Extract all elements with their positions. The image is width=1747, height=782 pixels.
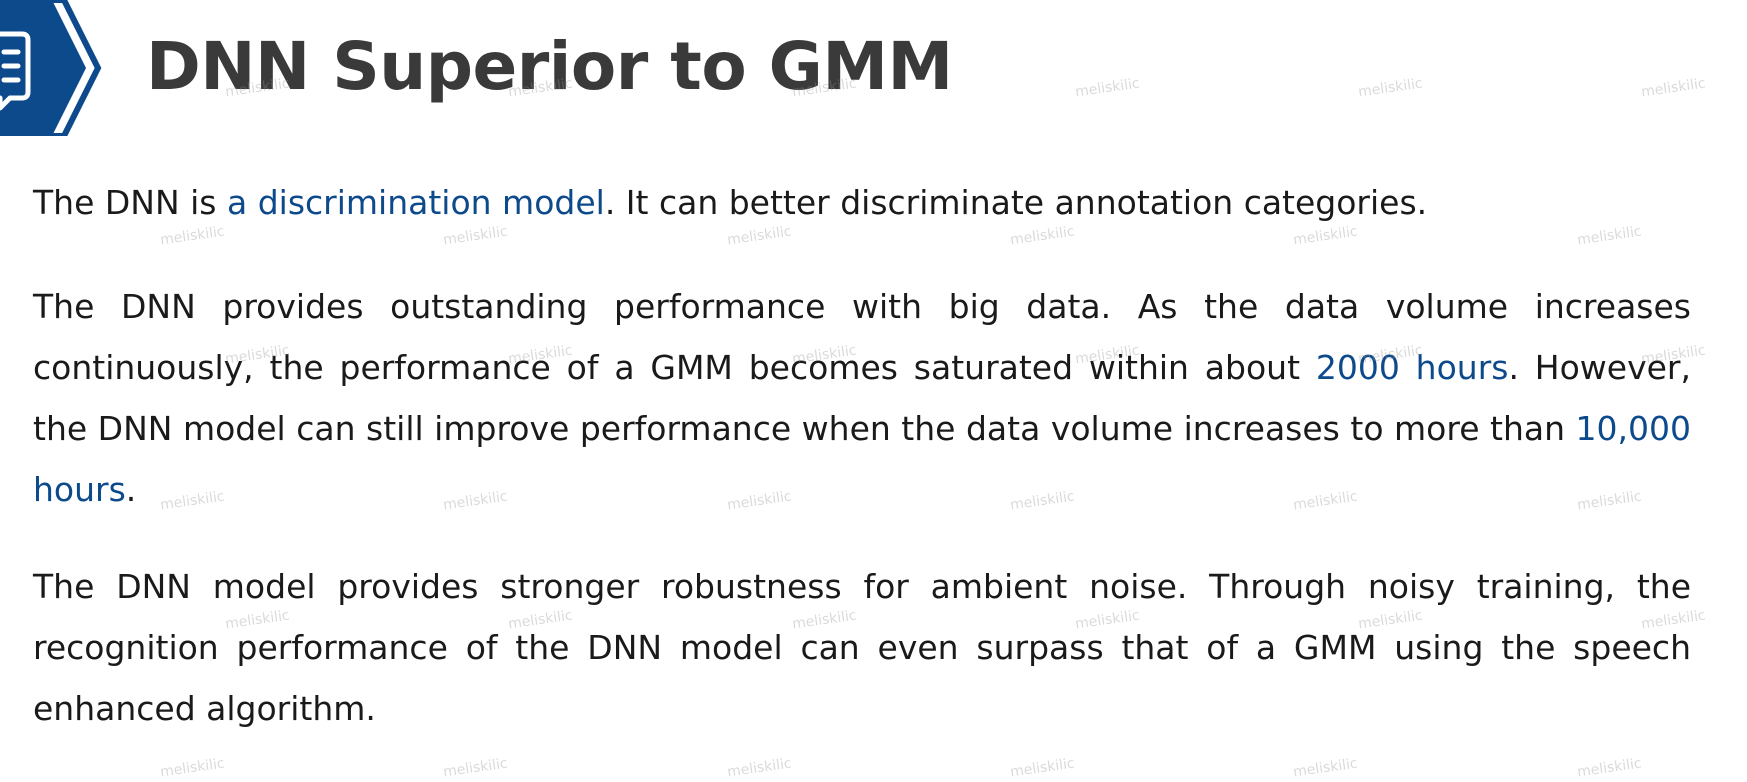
watermark-text: meliskilic	[1640, 75, 1707, 101]
watermark-text: meliskilic	[159, 755, 226, 781]
p1-text-post: . It can better discriminate annotation …	[604, 183, 1428, 222]
p1-text-pre: The DNN is	[33, 183, 227, 222]
paragraph-discrimination: The DNN is a discrimination model. It ca…	[33, 178, 1691, 228]
watermark-text: meliskilic	[1357, 75, 1424, 101]
p2-text-mid: . However, the DNN model can still impro…	[33, 348, 1691, 448]
paragraph-big-data: The DNN provides outstanding performance…	[33, 276, 1691, 520]
watermark-text: meliskilic	[1074, 75, 1141, 101]
watermark-text: meliskilic	[1576, 755, 1643, 781]
watermark-text: meliskilic	[1009, 755, 1076, 781]
p2-text-pre: The DNN provides outstanding performance…	[33, 287, 1691, 387]
page-title: DNN Superior to GMM	[146, 28, 953, 105]
document-list-icon	[0, 0, 108, 136]
p2-text-post: .	[125, 470, 137, 509]
paragraph-robustness: The DNN model provides stronger robustne…	[33, 567, 1691, 728]
p1-highlight: a discrimination model	[227, 183, 605, 222]
p2-highlight-2000-hours: 2000 hours	[1315, 348, 1509, 387]
watermark-text: meliskilic	[726, 755, 793, 781]
p2-highlight-10000-hours: 10,000 hours	[33, 409, 1691, 509]
watermark-text: meliskilic	[1292, 755, 1359, 781]
watermark-text: meliskilic	[442, 755, 509, 781]
